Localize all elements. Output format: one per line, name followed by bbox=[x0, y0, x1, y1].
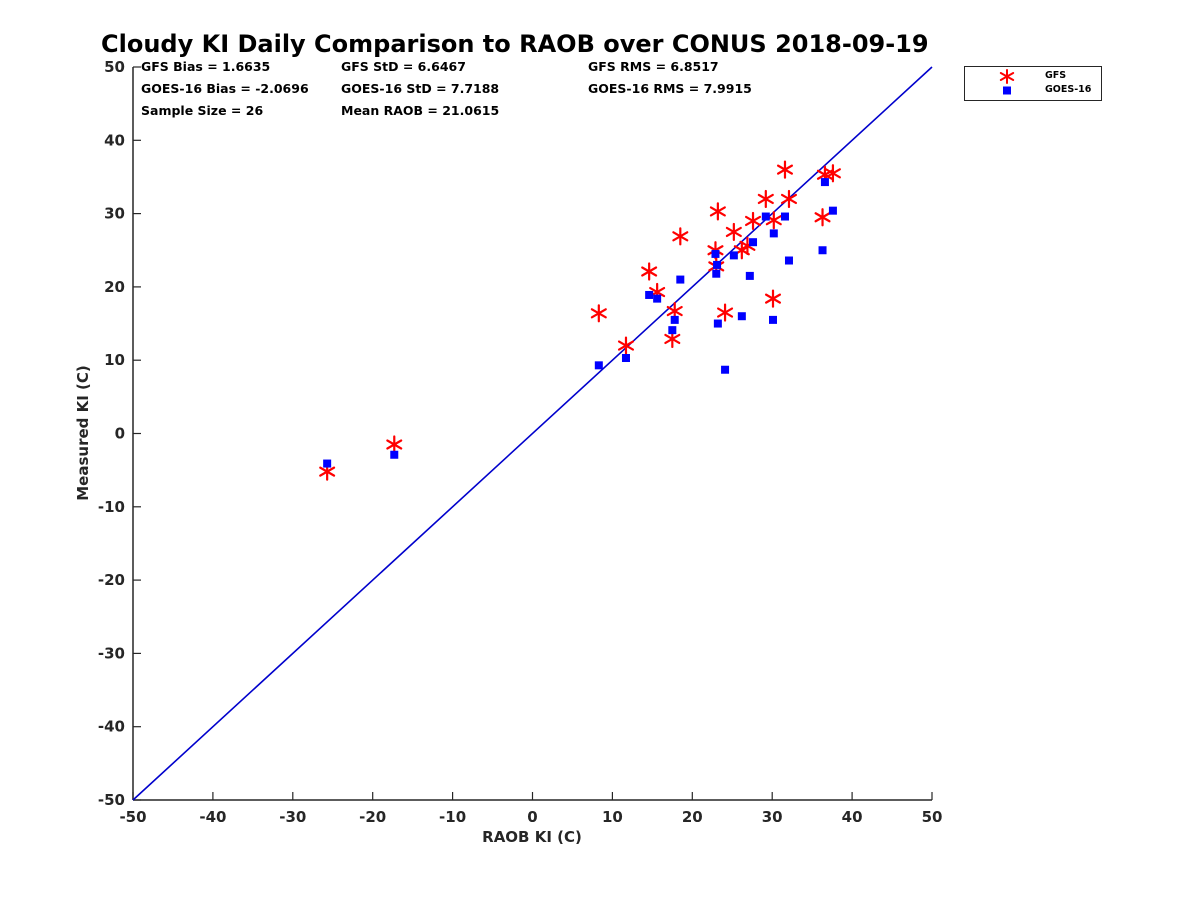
x-tick-label: 50 bbox=[922, 808, 943, 826]
gfs-point bbox=[744, 211, 762, 231]
stat-gfs-rms: GFS RMS = 6.8517 bbox=[588, 59, 719, 74]
gfs-point bbox=[709, 202, 726, 221]
goes-16-point bbox=[653, 294, 662, 303]
goes-16-point bbox=[768, 315, 777, 324]
one-to-one-line bbox=[132, 66, 933, 801]
stat-goes-bias: GOES-16 Bias = -2.0696 bbox=[141, 81, 309, 96]
goes-16-point bbox=[818, 246, 827, 255]
stat-sample-size: Sample Size = 26 bbox=[141, 103, 264, 118]
y-tick-label: 30 bbox=[104, 205, 125, 223]
legend-label-goes-16: GOES-16 bbox=[1045, 84, 1092, 95]
goes-16-point bbox=[749, 238, 758, 247]
legend-item-goes-16: GOES-16 bbox=[965, 83, 1101, 98]
goes-16-point bbox=[761, 212, 770, 221]
gfs-point bbox=[672, 227, 689, 246]
gfs-point bbox=[814, 208, 831, 227]
x-tick-label: -10 bbox=[439, 808, 466, 826]
x-tick-label: -20 bbox=[359, 808, 386, 826]
y-tick-label: -20 bbox=[98, 571, 125, 589]
x-tick-label: 10 bbox=[602, 808, 623, 826]
goes-16-point bbox=[668, 326, 677, 335]
reference-line-layer bbox=[132, 66, 933, 801]
gfs-point bbox=[824, 164, 841, 183]
legend: GFS GOES-16 bbox=[964, 66, 1102, 101]
goes-16-point bbox=[745, 271, 754, 280]
goes-16-point bbox=[820, 178, 829, 187]
x-tick-label: 0 bbox=[527, 808, 537, 826]
legend-item-gfs: GFS bbox=[965, 69, 1101, 84]
stat-gfs-std: GFS StD = 6.6467 bbox=[341, 59, 466, 74]
y-tick-label: -30 bbox=[98, 644, 125, 662]
x-tick-label: -50 bbox=[119, 808, 146, 826]
goes-16-point bbox=[828, 206, 837, 215]
goes-16-point bbox=[713, 260, 722, 269]
gfs-point bbox=[776, 160, 794, 179]
goes-16-point bbox=[712, 269, 721, 278]
goes-16-point bbox=[323, 459, 332, 468]
gfs-series bbox=[319, 160, 841, 481]
x-tick-label: -30 bbox=[279, 808, 306, 826]
stat-gfs-bias: GFS Bias = 1.6635 bbox=[141, 59, 271, 74]
y-tick-label: -10 bbox=[98, 498, 125, 516]
x-axis-label: RAOB KI (C) bbox=[482, 828, 582, 846]
gfs-point bbox=[717, 303, 734, 322]
gfs-point bbox=[764, 289, 782, 308]
goes-16-point bbox=[390, 450, 399, 459]
goes-16-point bbox=[713, 319, 722, 328]
gfs-point bbox=[386, 435, 403, 454]
goes-16-point bbox=[711, 249, 720, 258]
y-tick-label: 50 bbox=[104, 58, 125, 76]
chart-title: Cloudy KI Daily Comparison to RAOB over … bbox=[101, 30, 929, 58]
y-tick-label: -50 bbox=[98, 791, 125, 809]
gfs-point bbox=[617, 336, 635, 355]
y-tick-label: 0 bbox=[115, 425, 125, 443]
legend-label-gfs: GFS bbox=[1045, 70, 1067, 81]
x-tick-label: 40 bbox=[842, 808, 863, 826]
goes-16-point bbox=[594, 361, 603, 370]
stat-goes-std: GOES-16 StD = 7.7188 bbox=[341, 81, 500, 96]
stat-goes-rms: GOES-16 RMS = 7.9915 bbox=[588, 81, 752, 96]
y-axis-label: Measured KI (C) bbox=[74, 365, 92, 501]
y-tick-label: 40 bbox=[104, 131, 125, 149]
goes-16-point bbox=[670, 315, 679, 324]
gfs-point bbox=[641, 262, 658, 281]
y-tick-label: 10 bbox=[104, 351, 125, 369]
gfs-point bbox=[590, 304, 607, 323]
tick-labels: -50 -40 -30 -20 -10 0 10 20 30 40 50 50 40 30 20 10 0 -10… bbox=[98, 58, 943, 826]
square-marker-icon bbox=[1003, 86, 1011, 95]
x-tick-label: 20 bbox=[682, 808, 703, 826]
goes-16-point bbox=[721, 365, 730, 374]
x-tick-label: -40 bbox=[199, 808, 226, 826]
goes-16-point bbox=[621, 354, 630, 363]
axes bbox=[132, 66, 933, 801]
goes-16-point bbox=[645, 290, 654, 299]
y-tick-label: -40 bbox=[98, 718, 125, 736]
stat-mean-raob: Mean RAOB = 21.0615 bbox=[341, 103, 500, 118]
goes-16-point bbox=[769, 229, 778, 238]
asterisk-marker-icon bbox=[999, 69, 1015, 84]
gfs-point bbox=[780, 189, 798, 209]
gfs-point bbox=[757, 189, 774, 209]
goes-16-point bbox=[784, 256, 793, 265]
goes-16-point bbox=[737, 312, 746, 321]
x-tick-label: 30 bbox=[762, 808, 783, 826]
goes-16-point bbox=[780, 212, 789, 221]
goes-16-point bbox=[676, 275, 685, 284]
goes-16-point bbox=[729, 251, 738, 260]
y-tick-label: 20 bbox=[104, 278, 125, 296]
goes-16-series bbox=[323, 178, 837, 468]
gfs-point bbox=[725, 222, 742, 242]
